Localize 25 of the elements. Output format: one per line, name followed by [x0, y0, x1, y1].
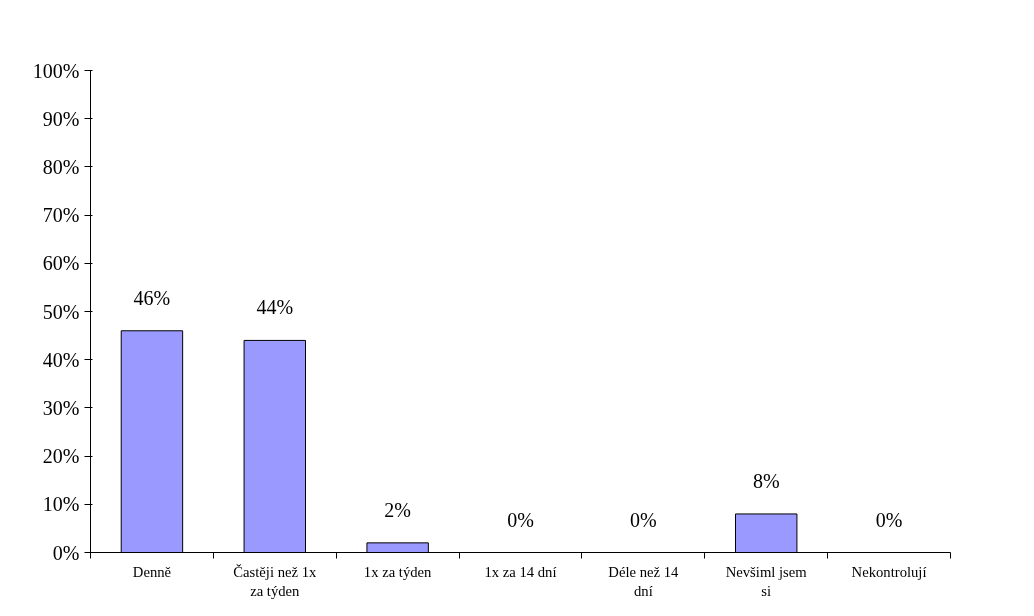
y-tick-label: 90%	[42, 107, 80, 130]
data-label: 46%	[133, 286, 171, 309]
y-tick-label: 0%	[52, 541, 80, 564]
data-label: 0%	[507, 508, 534, 531]
x-tick-label: Déle než 14 dní	[608, 563, 680, 599]
x-tick-label: Denně	[132, 563, 172, 580]
data-label: 2%	[384, 498, 411, 521]
x-tick-label: Nekontrolují	[851, 563, 927, 580]
y-tick-label: 100%	[32, 59, 80, 82]
data-label: 0%	[630, 508, 657, 531]
y-tick-label: 40%	[42, 348, 80, 371]
y-tick-label: 60%	[42, 252, 80, 275]
x-tick-label: Častěji než 1x za týden	[233, 563, 317, 599]
y-tick-label: 30%	[42, 396, 80, 419]
x-tick-label: 1x za týden	[363, 563, 433, 580]
data-label: 44%	[256, 296, 294, 319]
y-tick-label: 70%	[42, 204, 80, 227]
data-label: 0%	[875, 508, 903, 531]
x-tick-label: 1x za 14 dní	[484, 563, 557, 580]
y-tick-label: 10%	[42, 493, 80, 516]
x-tick-label: Nevšiml jsem si	[725, 563, 808, 599]
y-tick-label: 20%	[42, 445, 80, 468]
y-tick-label: 80%	[42, 155, 80, 178]
data-label: 8%	[752, 469, 780, 492]
y-tick-label: 50%	[42, 300, 80, 323]
